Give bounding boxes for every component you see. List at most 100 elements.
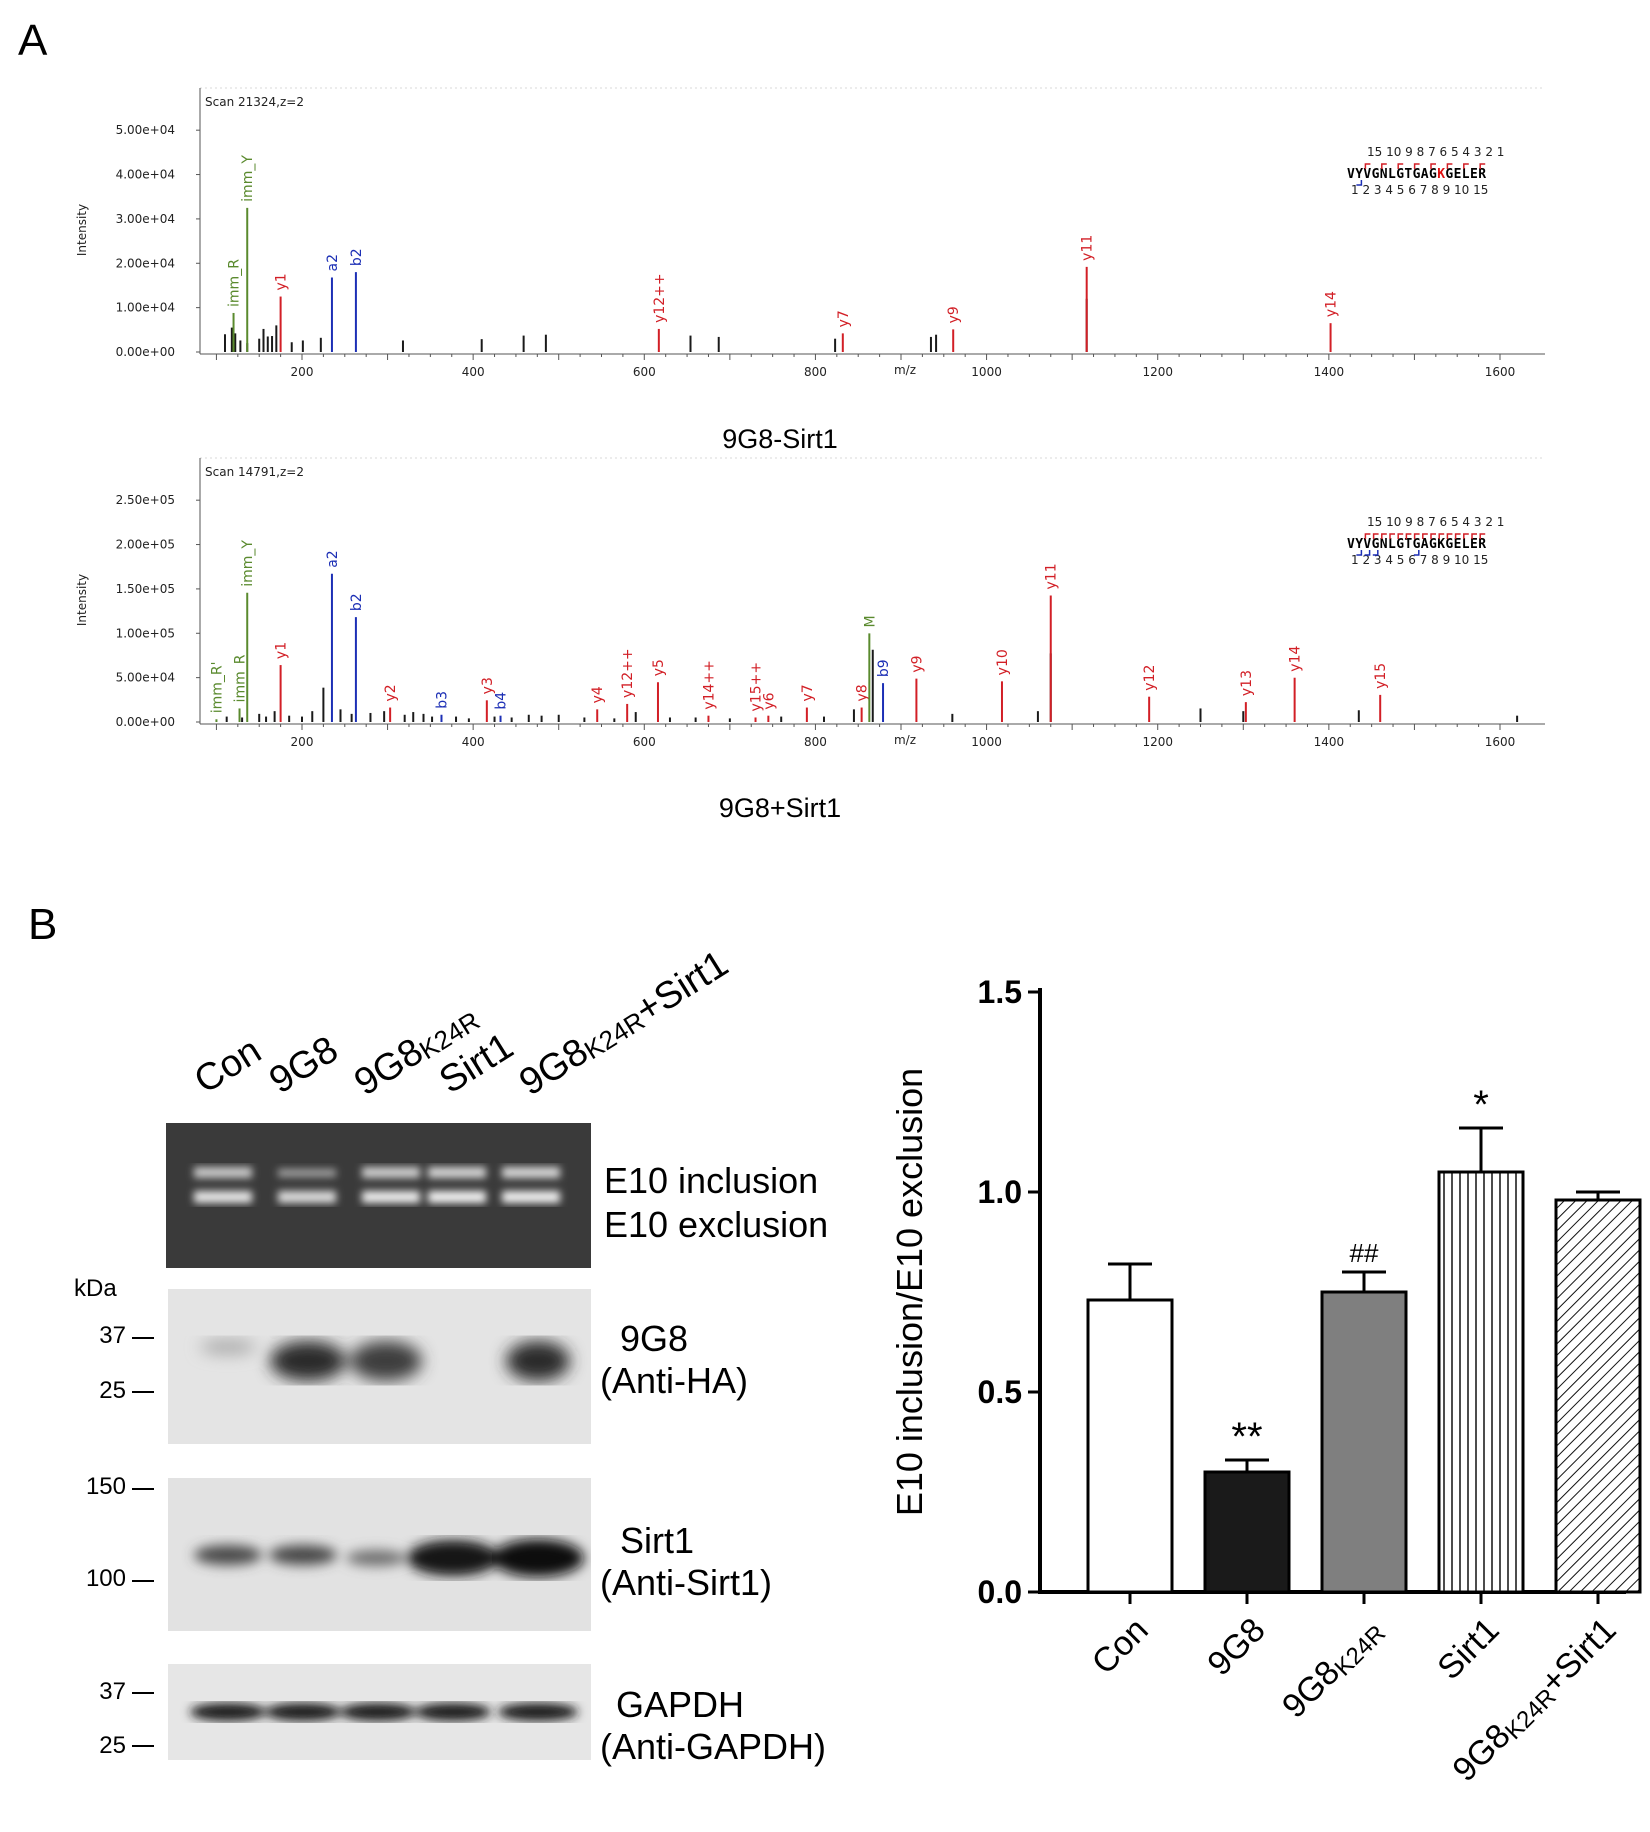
x-tick-label: 200 [291, 735, 314, 749]
ion-label: y14 [1324, 291, 1340, 317]
sequence-residue: K [1437, 167, 1445, 182]
sequence-residue: L [1462, 167, 1470, 182]
y-fragment-mark [1372, 533, 1379, 539]
x-tick-label: 1000 [971, 735, 1002, 749]
sequence-residue: G [1372, 537, 1380, 552]
y-fragment-mark [1413, 163, 1420, 169]
sequence-residue: Y [1355, 537, 1363, 552]
sequence-residue: A [1421, 537, 1429, 552]
sequence-residue: G [1429, 537, 1437, 552]
ion-label: imm_Y [240, 155, 256, 202]
ion-label: y15 [1373, 663, 1389, 689]
sequence-residue: L [1388, 537, 1396, 552]
sequence-residue: G [1396, 167, 1404, 182]
anti-gapdh-blot [168, 1664, 591, 1760]
bar-chart: 0.0 0.5 1.0 1.5 E10 inclusion/E10 exclusion C… [889, 974, 1642, 1789]
ion-label: imm_R [233, 654, 249, 702]
bar [1320, 1290, 1408, 1594]
sequence-residue: E [1454, 537, 1462, 552]
sequence-y-numbers: 15 10 9 8 7 6 5 4 3 2 1 [1367, 145, 1504, 159]
y-tick-label: 2.50e+05 [116, 493, 175, 507]
sequence-residue: K [1437, 537, 1445, 552]
y-fragment-mark [1446, 533, 1453, 539]
gapdh-marker-37-tick [132, 1692, 154, 1694]
y-tick-label: 2.00e+05 [116, 538, 175, 552]
ion-label: imm_Y [240, 540, 256, 587]
spectrum-plot-2: 0.00e+00 5.00e+04 1.00e+05 1.50e+05 2.00e+05… [75, 457, 1545, 749]
ion-label: y7 [836, 310, 852, 327]
ha-marker-37: 37 [99, 1322, 126, 1349]
x-tick-label: 600 [633, 735, 656, 749]
chart-category-label: 9G8 [1200, 1611, 1272, 1683]
significance-marker: * [1473, 1083, 1489, 1127]
y-fragment-mark [1430, 533, 1436, 539]
gapdh-marker-25: 25 [99, 1732, 126, 1759]
x-tick-label: 400 [462, 735, 485, 749]
ion-label: y6 [761, 692, 777, 709]
spectrum-caption-2: 9G8+Sirt1 [718, 793, 842, 823]
spectrum-caption-1: 9G8-Sirt1 [722, 424, 838, 454]
y-axis-label: Intensity [75, 204, 89, 256]
lane-label-1: Con [187, 1029, 269, 1103]
sirt1-marker-150-tick [132, 1488, 154, 1490]
sequence-residue: N [1380, 167, 1388, 182]
y-tick-label: 5.00e+04 [116, 671, 175, 685]
ion-label: b3 [434, 691, 450, 709]
chart-y-tick-label: 1.5 [978, 974, 1022, 1010]
ion-label: y9 [909, 655, 925, 672]
x-tick-label: 1400 [1314, 735, 1345, 749]
ion-label: a2 [325, 254, 341, 272]
b-fragment-mark [1372, 550, 1379, 556]
ha-blot-antibody: (Anti-HA) [600, 1360, 749, 1401]
sequence-residue: E [1454, 167, 1462, 182]
sirt1-blot-label: Sirt1 (Anti-Sirt1) [600, 1520, 772, 1604]
b-fragment-mark [1364, 550, 1371, 556]
sirt1-blot-antibody: (Anti-Sirt1) [600, 1562, 773, 1603]
ion-label: y7 [800, 684, 816, 701]
x-tick-label: 800 [804, 735, 827, 749]
x-axis-label: m/z [894, 733, 916, 747]
y-axis-label: Intensity [75, 574, 89, 626]
lane-label-5: 9G8K24R+Sirt1 [512, 942, 736, 1105]
ion-label: y4 [590, 686, 606, 703]
y-fragment-mark [1381, 533, 1387, 539]
ion-label: y12++ [652, 273, 668, 323]
sequence-y-numbers: 15 10 9 8 7 6 5 4 3 2 1 [1367, 515, 1504, 529]
y-fragment-mark [1438, 533, 1445, 539]
ion-label: M [862, 615, 878, 627]
sequence-residue: L [1388, 167, 1396, 182]
bar [1554, 1198, 1642, 1594]
ion-label: y1 [274, 642, 290, 659]
x-tick-label: 1600 [1485, 365, 1516, 379]
gapdh-marker-25-tick [132, 1745, 154, 1747]
ion-label: y8 [855, 684, 871, 701]
sequence-residue: T [1404, 537, 1412, 552]
ion-label: b4 [494, 692, 510, 710]
y-fragment-mark [1454, 533, 1461, 539]
y-tick-label: 2.00e+04 [116, 256, 175, 270]
ion-label: y5 [651, 659, 667, 676]
sequence-residue: G [1445, 167, 1453, 182]
category-main: 9G8 [1200, 1611, 1272, 1683]
y-tick-label: 0.00e+00 [116, 345, 175, 359]
y-fragment-mark [1430, 163, 1436, 169]
chart-category-label: Sirt1 [1430, 1611, 1506, 1687]
x-tick-label: 400 [462, 365, 485, 379]
sequence-residue: V [1347, 167, 1355, 182]
y-fragment-mark [1397, 163, 1404, 169]
y-tick-label: 3.00e+04 [116, 212, 175, 226]
category-tail: +Sirt1 [1533, 1611, 1623, 1701]
y-fragment-mark [1463, 533, 1469, 539]
panel-letter-a: A [18, 16, 48, 65]
gapdh-blot-antibody: (Anti-GAPDH) [600, 1726, 827, 1767]
ion-label: y14++ [701, 660, 717, 710]
ha-blot-target: 9G8 [620, 1318, 689, 1359]
y-fragment-mark [1479, 163, 1486, 169]
gapdh-blot-label: GAPDH (Anti-GAPDH) [600, 1684, 826, 1768]
ion-label: y13 [1239, 670, 1255, 696]
sequence-residue: R [1478, 537, 1486, 552]
sirt1-marker-100-tick [132, 1580, 154, 1582]
bar [1203, 1470, 1291, 1594]
y-fragment-mark [1422, 533, 1428, 539]
category-subscript: K24R [1330, 1620, 1392, 1682]
